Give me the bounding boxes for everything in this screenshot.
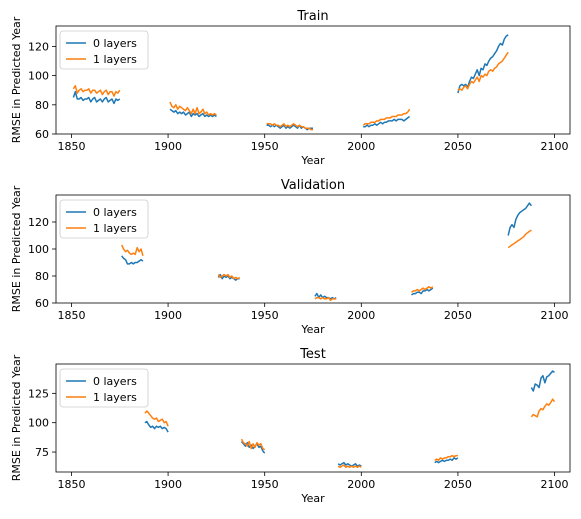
x-tick-label: 1950 xyxy=(251,478,279,491)
series-0-segment-0 xyxy=(72,90,121,105)
series-0-segment-3 xyxy=(411,287,434,296)
series-1-segment-1 xyxy=(240,438,266,451)
x-tick-label: 1950 xyxy=(251,140,279,153)
panel-train: Train 1850 1900 1950 2000 2050 2100 60 80 100 120 Y… xyxy=(10,9,571,167)
x-tick-label: 2100 xyxy=(541,140,569,153)
series-1-segment-4 xyxy=(507,229,532,249)
y-tick-label: 100 xyxy=(28,417,49,430)
chart-title: Train xyxy=(296,9,328,24)
y-tick-label: 100 xyxy=(28,243,49,256)
legend-label: 0 layers xyxy=(93,206,137,219)
x-axis-label: Year xyxy=(300,154,325,167)
series-1-segment-4 xyxy=(457,51,509,91)
legend-label: 1 layers xyxy=(93,53,137,66)
series-1-segment-2 xyxy=(337,464,362,469)
panel-test: Test 1850 1900 1950 2000 2050 2100 75 100 125 Year… xyxy=(10,347,571,505)
legend-label: 0 layers xyxy=(93,37,137,50)
series-0-segment-0 xyxy=(144,420,169,433)
series-1-segment-3 xyxy=(434,454,458,462)
series-0-segment-1 xyxy=(217,273,240,281)
x-tick-label: 2100 xyxy=(541,478,569,491)
y-axis-label: RMSE in Predicted Year xyxy=(10,185,23,312)
x-tick-label: 1850 xyxy=(57,309,85,322)
series-1-segment-2 xyxy=(314,296,337,302)
series-1-segment-4 xyxy=(530,398,556,418)
y-axis-label: RMSE in Predicted Year xyxy=(10,354,23,481)
chart-title: Validation xyxy=(281,178,345,193)
series-1-segment-1 xyxy=(217,273,241,280)
series-0-segment-4 xyxy=(457,34,509,94)
x-tick-label: 2050 xyxy=(444,140,472,153)
series-0-segment-1 xyxy=(169,108,217,118)
y-tick-label: 60 xyxy=(35,128,49,141)
panel-validation: Validation 1850 1900 1950 2000 2050 2100 60 80 10… xyxy=(10,178,571,336)
axes-frame xyxy=(55,363,571,473)
legend-label: 1 layers xyxy=(93,391,137,404)
x-tick-label: 2000 xyxy=(347,478,375,491)
x-tick-label: 2100 xyxy=(541,309,569,322)
x-tick-label: 2050 xyxy=(444,309,472,322)
y-tick-label: 80 xyxy=(35,99,49,112)
chart-title: Test xyxy=(299,347,326,362)
series-1-segment-0 xyxy=(144,410,169,427)
y-tick-label: 60 xyxy=(35,297,49,310)
series-1-segment-2 xyxy=(266,123,313,131)
y-tick-label: 120 xyxy=(28,40,49,53)
y-tick-label: 75 xyxy=(35,446,49,459)
x-tick-label: 1900 xyxy=(154,140,182,153)
x-tick-label: 1900 xyxy=(154,309,182,322)
series-1-segment-3 xyxy=(362,108,411,126)
x-tick-label: 2050 xyxy=(444,478,472,491)
series-1-segment-0 xyxy=(72,85,121,97)
series-0-segment-2 xyxy=(337,461,362,467)
series-0-segment-1 xyxy=(240,441,266,454)
series-1-segment-1 xyxy=(169,101,217,116)
x-tick-label: 1850 xyxy=(57,140,85,153)
series-0-segment-3 xyxy=(363,115,411,128)
series-0-segment-4 xyxy=(507,202,533,236)
x-tick-label: 1900 xyxy=(154,478,182,491)
legend: 0 layers 1 layers xyxy=(59,30,149,70)
series-0-segment-4 xyxy=(530,370,555,392)
plot-area xyxy=(121,202,533,302)
legend-label: 0 layers xyxy=(93,375,137,388)
x-axis-label: Year xyxy=(300,323,325,336)
series-0-segment-0 xyxy=(121,255,144,265)
x-tick-label: 1950 xyxy=(251,309,279,322)
x-tick-label: 1850 xyxy=(57,478,85,491)
y-tick-label: 125 xyxy=(28,387,49,400)
axes-frame xyxy=(55,25,571,135)
y-axis-label: RMSE in Predicted Year xyxy=(10,16,23,143)
x-axis-label: Year xyxy=(300,492,325,505)
plot-area xyxy=(72,34,509,131)
series-1-segment-0 xyxy=(121,244,144,257)
plot-area xyxy=(144,370,556,469)
y-tick-label: 80 xyxy=(35,270,49,283)
series-1-segment-3 xyxy=(411,286,434,293)
y-tick-label: 120 xyxy=(28,216,49,229)
x-tick-label: 2000 xyxy=(347,309,375,322)
legend: 0 layers 1 layers xyxy=(59,199,149,239)
series-0-segment-3 xyxy=(434,457,459,464)
y-tick-label: 100 xyxy=(28,70,49,83)
x-tick-label: 2000 xyxy=(347,140,375,153)
legend-label: 1 layers xyxy=(93,222,137,235)
legend: 0 layers 1 layers xyxy=(59,368,149,408)
